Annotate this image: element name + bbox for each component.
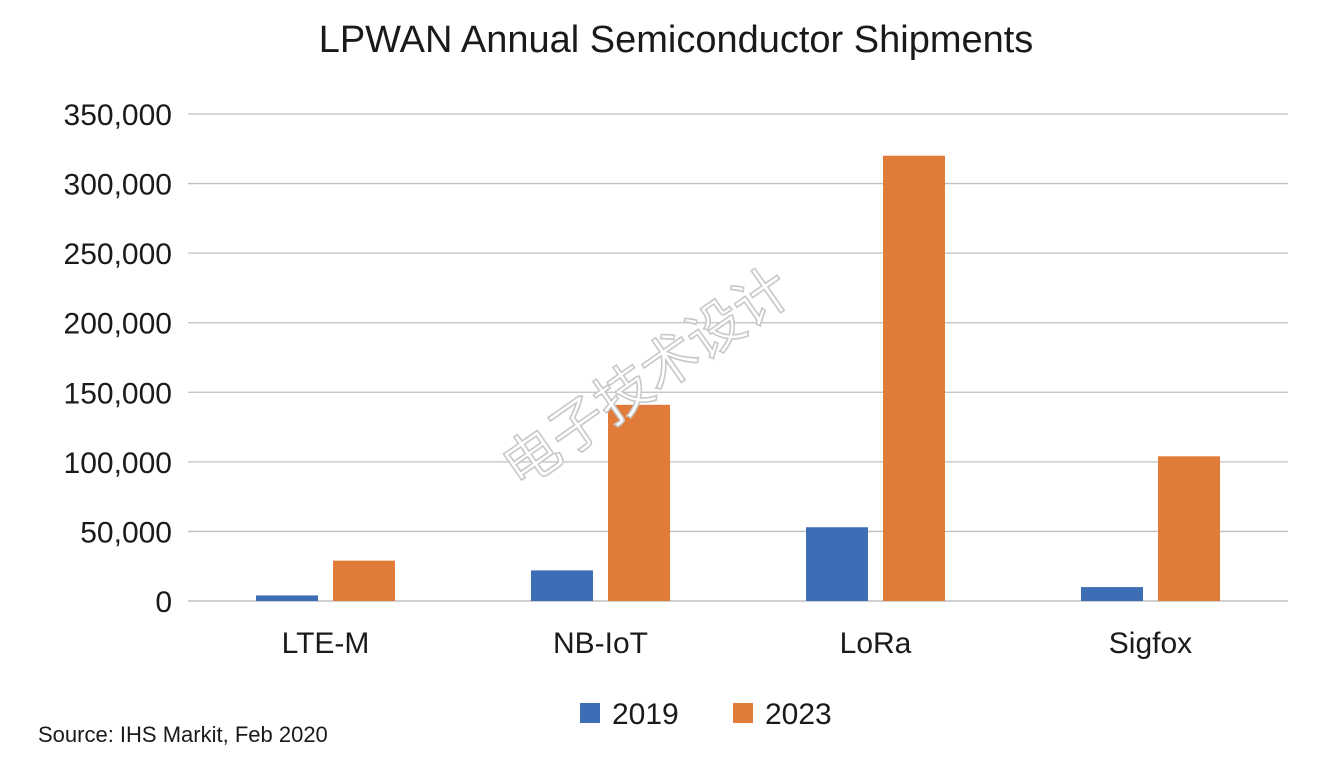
legend-swatch-2023 xyxy=(733,703,753,723)
x-tick-label: LTE-M xyxy=(282,627,370,660)
bar-2019-lte-m xyxy=(256,595,318,601)
bar-2023-lora xyxy=(883,155,945,601)
legend-label-2023: 2023 xyxy=(765,698,832,731)
bar-2023-lte-m xyxy=(333,560,395,601)
bar-2019-nb-iot xyxy=(531,570,593,601)
x-tick-label: Sigfox xyxy=(1109,627,1192,660)
legend-swatch-2019 xyxy=(580,703,600,723)
bar-2019-sigfox xyxy=(1081,587,1143,601)
bar-2023-sigfox xyxy=(1158,456,1220,601)
y-tick-label: 250,000 xyxy=(64,238,172,271)
y-tick-label: 50,000 xyxy=(80,516,172,549)
bars xyxy=(256,155,1220,601)
source-note: Source: IHS Markit, Feb 2020 xyxy=(38,722,328,747)
bar-2023-nb-iot xyxy=(608,404,670,601)
gridlines xyxy=(188,113,1288,602)
y-tick-label: 100,000 xyxy=(64,447,172,480)
bar-2019-lora xyxy=(806,527,868,601)
y-axis-tick-labels: 0 50,000 100,000 150,000 200,000 250,000 300,0… xyxy=(64,99,172,619)
x-tick-label: NB-IoT xyxy=(553,627,648,660)
y-tick-label: 200,000 xyxy=(64,308,172,341)
y-tick-label: 300,000 xyxy=(64,169,172,202)
y-tick-label: 150,000 xyxy=(64,377,172,410)
x-tick-label: LoRa xyxy=(840,627,912,660)
y-tick-label: 350,000 xyxy=(64,99,172,132)
x-axis-tick-labels: LTE-M NB-IoT LoRa Sigfox xyxy=(282,627,1193,660)
chart-title: LPWAN Annual Semiconductor Shipments xyxy=(319,19,1034,61)
legend-label-2019: 2019 xyxy=(612,698,679,731)
legend: 2019 2023 xyxy=(580,698,832,731)
y-tick-label: 0 xyxy=(155,586,172,619)
